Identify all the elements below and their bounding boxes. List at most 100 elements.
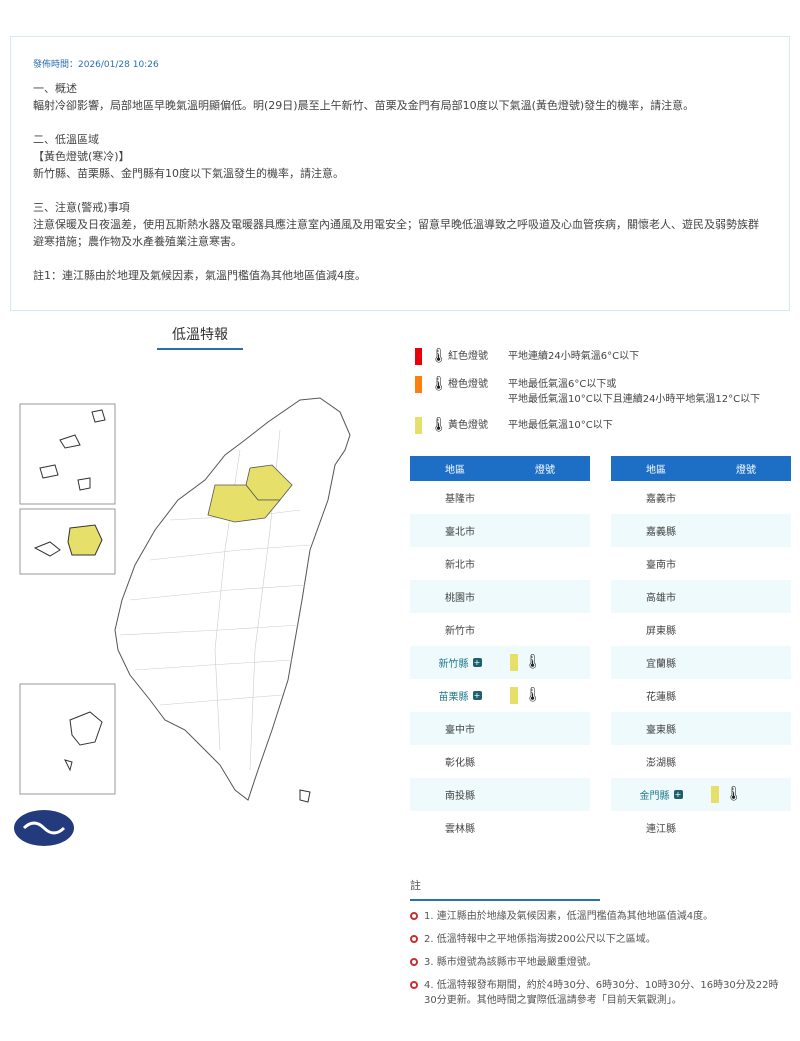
table-header: 地區 燈號 [611, 456, 791, 481]
table-row: 宜蘭縣 [611, 646, 791, 679]
note-text: 4. 低溫特報發布期間，約於4時30分、6時30分、10時30分、16時30分及… [424, 980, 779, 1006]
inset-kinmen [19, 508, 116, 575]
table-row: 臺中市 [410, 712, 590, 745]
table-row: 臺東縣 [611, 712, 791, 745]
region-name[interactable]: 金門縣 [639, 791, 670, 802]
section-overview-text: 輻射冷卻影響，局部地區早晚氣溫明顯偏低。明(29日)晨至上午新竹、苗栗及金門有局… [33, 99, 695, 112]
yellow-swatch [415, 417, 422, 434]
region-name: 澎湖縣 [646, 758, 676, 769]
region-table-left: 地區 燈號 基隆市 臺北市 新北市 桃園市 新竹市 新竹縣 + 🌡 苗栗縣 + 🌡 臺中市 彰化縣 南投縣雲… [410, 456, 590, 844]
region-name: 嘉義縣 [646, 527, 676, 538]
region-table-right: 地區 燈號 嘉義市 嘉義縣 臺南市 高雄市 屏東縣 宜蘭縣 花蓮縣 臺東縣 澎湖縣 金門縣 + 🌡 連江縣 [611, 456, 791, 844]
table-row: 基隆市 [410, 481, 590, 514]
expand-plus-icon[interactable]: + [472, 658, 482, 667]
taiwan-warning-map [14, 397, 351, 846]
region-name: 臺中市 [445, 725, 475, 736]
publish-time: 發佈時間：2026/01/28 10:26 [33, 60, 159, 70]
note-item: 1. 連江縣由於地緣及氣候因素，低溫門檻值為其他地區值減4度。 [410, 909, 790, 924]
bullet-icon [410, 958, 418, 966]
yellow-light-swatch [510, 687, 518, 704]
region-miaoli-county [207, 484, 281, 523]
thermometer-icon: 🌡 [430, 417, 448, 433]
table-row: 雲林縣 [410, 811, 590, 844]
notes: 註 1. 連江縣由於地緣及氣候因素，低溫門檻值為其他地區值減4度。 2. 低溫特報… [410, 877, 790, 1016]
col-light: 燈號 [535, 465, 555, 476]
thermometer-icon: 🌡 [725, 786, 743, 802]
table-row: 桃園市 [410, 580, 590, 613]
col-region: 地區 [646, 465, 666, 476]
note-text: 1. 連江縣由於地緣及氣候因素，低溫門檻值為其他地區值減4度。 [424, 911, 714, 922]
section-caution-title: 三、注意(警戒)事項 [33, 201, 130, 214]
region-name[interactable]: 新竹縣 [438, 659, 469, 670]
taiwan-main-island [114, 397, 351, 801]
legend-desc: 平地最低氣溫10°C以下且連續24小時平地氣溫12°C以下 [508, 394, 761, 405]
table-row: 金門縣 + 🌡 [611, 778, 791, 811]
table-row: 新竹縣 + 🌡 [410, 646, 590, 679]
map-title: 低溫特報 [157, 324, 243, 350]
yellow-light-swatch [711, 786, 719, 803]
region-kinmen-county [67, 524, 103, 556]
table-row: 苗栗縣 + 🌡 [410, 679, 590, 712]
region-name: 高雄市 [646, 593, 676, 604]
legend-desc: 平地最低氣溫10°C以下 [508, 420, 613, 431]
table-header: 地區 燈號 [410, 456, 590, 481]
bullet-icon [410, 935, 418, 943]
col-light: 燈號 [736, 465, 756, 476]
yellow-light-swatch [510, 654, 518, 671]
legend: 🌡 紅色燈號 平地連續24小時氣溫6°C以下 🌡 橙色燈號 平地最低氣溫6°C以… [415, 348, 760, 445]
table-row: 屏東縣 [611, 613, 791, 646]
region-name: 花蓮縣 [646, 692, 676, 703]
bulletin-panel: 發佈時間：2026/01/28 10:26 一、概述 輻射冷卻影響，局部地區早晚… [10, 36, 790, 311]
note-item: 2. 低溫特報中之平地係指海拔200公尺以下之區域。 [410, 932, 790, 947]
region-name: 新北市 [445, 560, 475, 571]
note-item: 4. 低溫特報發布期間，約於4時30分、6時30分、10時30分、16時30分及… [410, 978, 790, 1008]
legend-name: 黃色燈號 [448, 420, 488, 431]
region-name: 宜蘭縣 [646, 659, 676, 670]
section-area-level: 【黃色燈號(寒冷)】 [33, 150, 130, 163]
region-name: 臺北市 [445, 527, 475, 538]
section-note: 註1：連江縣由於地理及氣候因素，氣溫門檻值為其他地區值減4度。 [33, 269, 366, 282]
legend-yellow: 🌡 黃色燈號 平地最低氣溫10°C以下 [415, 417, 760, 445]
region-name: 桃園市 [445, 593, 475, 604]
note-text: 3. 縣市燈號為該縣市平地最嚴重燈號。 [424, 957, 597, 968]
note-text: 2. 低溫特報中之平地係指海拔200公尺以下之區域。 [424, 934, 656, 945]
legend-name: 橙色燈號 [448, 379, 488, 390]
table-row: 澎湖縣 [611, 745, 791, 778]
region-name: 新竹市 [445, 626, 475, 637]
table-row: 南投縣 [410, 778, 590, 811]
table-row: 新北市 [410, 547, 590, 580]
region-name: 屏東縣 [646, 626, 676, 637]
legend-name: 紅色燈號 [448, 351, 488, 362]
thermometer-icon: 🌡 [524, 687, 542, 703]
section-area-text: 新竹縣、苗栗縣、金門縣有10度以下氣溫發生的機率，請注意。 [33, 167, 344, 180]
inset-matsu [19, 403, 116, 505]
expand-plus-icon[interactable]: + [472, 691, 482, 700]
table-row: 花蓮縣 [611, 679, 791, 712]
col-region: 地區 [445, 465, 465, 476]
section-area-title: 二、低溫區域 [33, 133, 99, 146]
region-name: 南投縣 [445, 791, 475, 802]
note-item: 3. 縣市燈號為該縣市平地最嚴重燈號。 [410, 955, 790, 970]
region-name: 雲林縣 [445, 824, 475, 835]
legend-desc: 平地最低氣溫6°C以下或 [508, 379, 617, 390]
table-row: 嘉義縣 [611, 514, 791, 547]
bullet-icon [410, 981, 418, 989]
red-swatch [415, 348, 422, 365]
expand-plus-icon[interactable]: + [673, 790, 683, 799]
table-row: 新竹市 [410, 613, 590, 646]
table-row: 嘉義市 [611, 481, 791, 514]
region-name: 連江縣 [646, 824, 676, 835]
orange-swatch [415, 376, 422, 393]
region-name[interactable]: 苗栗縣 [438, 692, 469, 703]
thermometer-icon: 🌡 [430, 376, 448, 392]
section-overview-title: 一、概述 [33, 82, 77, 95]
thermometer-icon: 🌡 [430, 348, 448, 364]
region-name: 彰化縣 [445, 758, 475, 769]
thermometer-icon: 🌡 [524, 654, 542, 670]
region-name: 基隆市 [445, 494, 475, 505]
legend-orange: 🌡 橙色燈號 平地最低氣溫6°C以下或平地最低氣溫10°C以下且連續24小時平地… [415, 376, 760, 417]
bullet-icon [410, 912, 418, 920]
region-name: 嘉義市 [646, 494, 676, 505]
table-row: 高雄市 [611, 580, 791, 613]
table-row: 彰化縣 [410, 745, 590, 778]
